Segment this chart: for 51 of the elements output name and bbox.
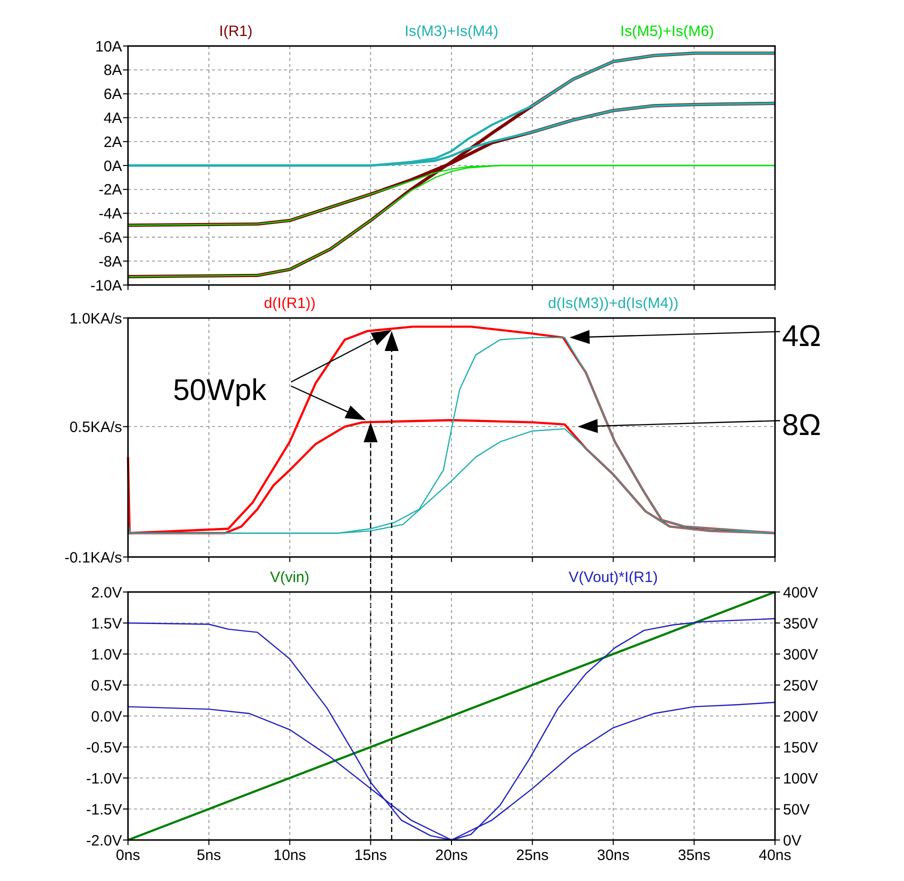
x-tick-label: 30ns bbox=[596, 847, 630, 864]
x-tick-label: 10ns bbox=[273, 847, 306, 864]
y-tick-label: 0.5V bbox=[91, 677, 122, 694]
x-tick-label: 0ns bbox=[116, 847, 140, 864]
series-label: d(Is(M3))+d(Is(M4)) bbox=[548, 295, 678, 312]
y-tick-label: 0.0V bbox=[91, 708, 122, 726]
y-tick-label: -1.0V bbox=[86, 770, 122, 788]
y-tick-label: 8A bbox=[104, 62, 122, 80]
y2-tick-label: 200V bbox=[783, 708, 818, 726]
y2-tick-label: 150V bbox=[783, 739, 818, 756]
text: 4Ω bbox=[782, 320, 822, 354]
y2-tick-label: 350V bbox=[783, 615, 818, 632]
y-tick-label: 6A bbox=[104, 86, 122, 104]
y-tick-label: -0.5V bbox=[86, 739, 122, 756]
x-tick-label: 25ns bbox=[516, 847, 549, 864]
y-tick-label: 4A bbox=[104, 110, 122, 127]
x-tick-label: 5ns bbox=[196, 847, 221, 864]
text: Is(M5)+Is(M6) bbox=[620, 23, 714, 40]
y-tick-label: -0.1KA/s bbox=[64, 549, 122, 566]
y2-tick-label: 400V bbox=[783, 584, 818, 602]
y-tick-label: 0A bbox=[104, 158, 122, 175]
y-tick-label: -2.0V bbox=[86, 832, 122, 850]
y-tick-label: 2A bbox=[104, 134, 122, 151]
text: V(vin) bbox=[270, 569, 310, 586]
y-tick-label: -8A bbox=[98, 253, 122, 270]
text: Is(M3)+Is(M4) bbox=[404, 23, 498, 40]
y-tick-label: 1.0V bbox=[91, 646, 122, 664]
y-tick-label: -6A bbox=[98, 229, 122, 246]
y-tick-label: -4A bbox=[98, 206, 122, 223]
y-tick-label: 1.0KA/s bbox=[69, 310, 122, 328]
y2-tick-label: 300V bbox=[783, 646, 818, 664]
y-tick-label: 2.0V bbox=[91, 584, 122, 602]
x-tick-label: 40ns bbox=[758, 847, 792, 864]
y2-tick-label: 250V bbox=[783, 677, 818, 694]
x-tick-label: 35ns bbox=[678, 847, 710, 864]
y-tick-label: -1.5V bbox=[86, 801, 122, 818]
y-tick-label: 1.5V bbox=[91, 615, 122, 632]
x-tick-label: 20ns bbox=[435, 847, 468, 864]
y-tick-label: 0.5KA/s bbox=[69, 418, 122, 436]
y2-tick-label: 50V bbox=[783, 801, 810, 818]
text: I(R1) bbox=[219, 23, 253, 40]
y-tick-label: -2A bbox=[98, 182, 122, 199]
y-tick-label: 10A bbox=[95, 38, 122, 56]
text: V(Vout)*I(R1) bbox=[568, 569, 658, 586]
y2-tick-label: 0V bbox=[783, 832, 802, 850]
y-tick-label: -10A bbox=[90, 277, 122, 294]
text: d(I(R1)) bbox=[264, 295, 316, 312]
annotation: 50Wpk bbox=[173, 374, 268, 407]
text: 8Ω bbox=[782, 409, 822, 442]
x-tick-label: 15ns bbox=[354, 847, 387, 864]
y2-tick-label: 100V bbox=[783, 770, 818, 788]
